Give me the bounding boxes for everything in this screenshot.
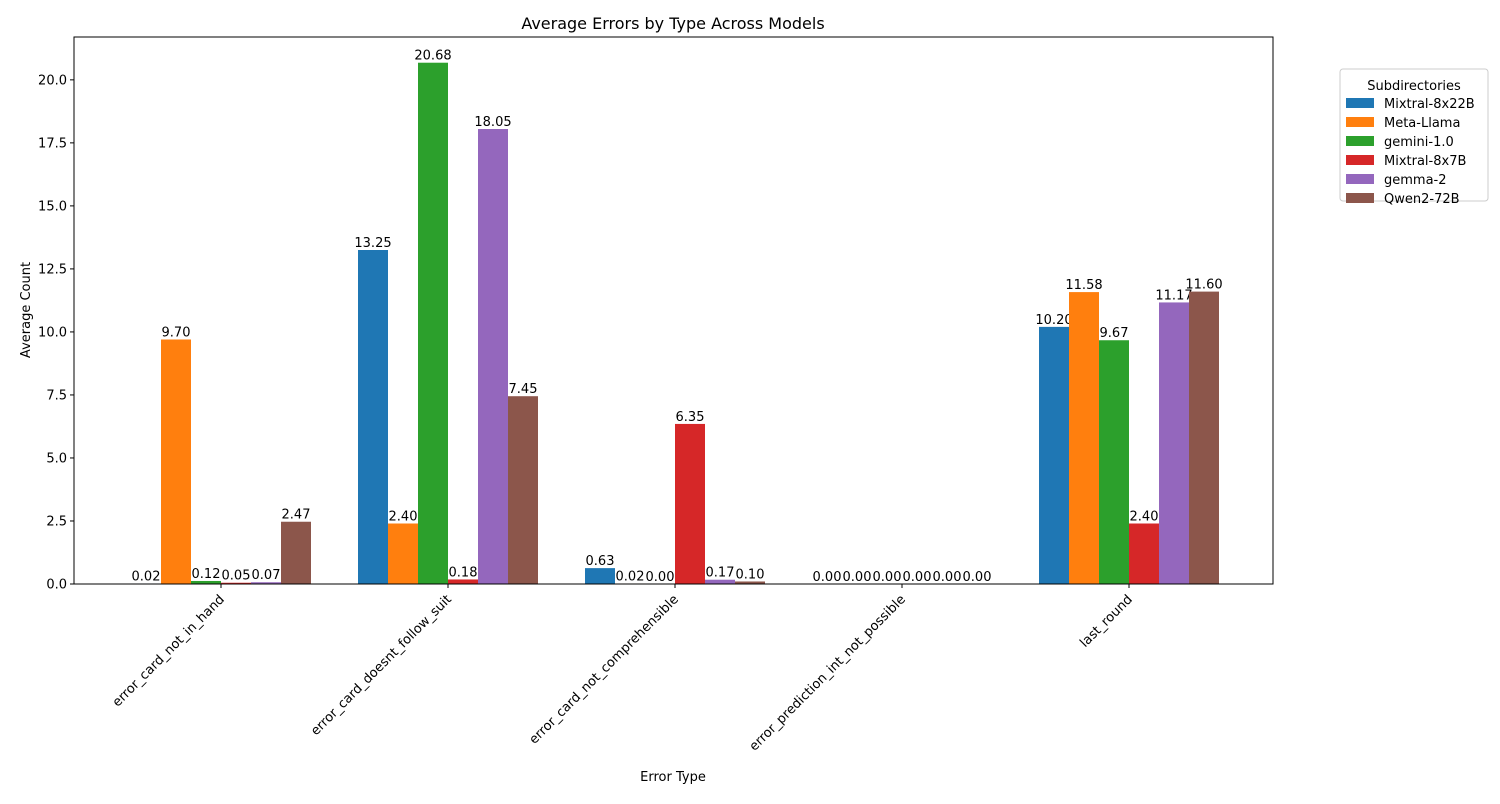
y-tick-label: 15.0 bbox=[38, 199, 67, 214]
bar-value-label: 6.35 bbox=[676, 410, 705, 425]
bar-gemini-1.0-last_round bbox=[1099, 340, 1129, 584]
bar-gemma-2-error_card_not_in_hand bbox=[251, 582, 281, 584]
bar-meta-llama-last_round bbox=[1069, 292, 1099, 584]
bar-value-label: 2.47 bbox=[282, 508, 311, 523]
bar-meta-llama-error_card_doesnt_follow_suit bbox=[388, 523, 418, 584]
bar-value-label: 0.00 bbox=[963, 570, 992, 585]
bar-gemma-2-error_card_not_comprehensible bbox=[705, 579, 735, 584]
bar-value-label: 0.12 bbox=[192, 567, 221, 582]
legend-swatch bbox=[1346, 155, 1374, 165]
bar-gemini-1.0-error_card_doesnt_follow_suit bbox=[418, 62, 448, 584]
y-tick-label: 5.0 bbox=[46, 451, 67, 466]
bar-mixtral-8x7b-last_round bbox=[1129, 523, 1159, 584]
legend-items: Mixtral-8x22B Meta-Llama gemini-1.0 Mixtral… bbox=[1346, 97, 1475, 207]
bar-qwen2-72b-error_card_not_in_hand bbox=[281, 521, 311, 584]
x-axis-label: Error Type bbox=[640, 770, 706, 785]
bar-value-label: 0.63 bbox=[586, 554, 615, 569]
legend-entry-label: gemini-1.0 bbox=[1384, 135, 1454, 150]
plot-area: 0.02 9.70 0.12 0.05 0.07 2.47 13.25 2.40 20.68 0.… bbox=[131, 49, 1223, 585]
bar-gemma-2-last_round bbox=[1159, 302, 1189, 584]
legend-entry-label: Mixtral-8x22B bbox=[1384, 97, 1475, 112]
legend-swatch bbox=[1346, 98, 1374, 108]
y-axis-label: Average Count bbox=[19, 262, 34, 358]
legend-entry-label: Meta-Llama bbox=[1384, 116, 1460, 131]
y-tick-label: 0.0 bbox=[46, 578, 67, 593]
bar-value-label: 10.20 bbox=[1035, 313, 1072, 328]
bar-value-label: 2.40 bbox=[1130, 510, 1159, 525]
bar-gemma-2-error_card_doesnt_follow_suit bbox=[478, 129, 508, 585]
legend-swatch bbox=[1346, 136, 1374, 146]
bar-value-label: 7.45 bbox=[509, 382, 538, 397]
bar-mixtral-8x7b-error_card_doesnt_follow_suit bbox=[448, 579, 478, 584]
legend-swatch bbox=[1346, 193, 1374, 203]
bar-value-label: 0.17 bbox=[706, 566, 735, 581]
bar-mixtral-8x22b-error_card_doesnt_follow_suit bbox=[358, 250, 388, 584]
bar-qwen2-72b-last_round bbox=[1189, 291, 1219, 584]
bar-value-label: 0.00 bbox=[873, 570, 902, 585]
legend-entry-label: gemma-2 bbox=[1384, 173, 1447, 188]
bar-qwen2-72b-error_card_doesnt_follow_suit bbox=[508, 396, 538, 584]
bar-mixtral-8x7b-error_card_not_comprehensible bbox=[675, 423, 705, 584]
bar-value-label: 18.05 bbox=[474, 115, 511, 130]
bar-value-label: 0.02 bbox=[132, 569, 161, 584]
legend-title: Subdirectories bbox=[1367, 79, 1461, 94]
bar-mixtral-8x22b-error_card_not_comprehensible bbox=[585, 568, 615, 584]
bar-value-label: 0.00 bbox=[933, 570, 962, 585]
bar-value-label: 11.17 bbox=[1155, 288, 1192, 303]
y-tick-label: 12.5 bbox=[38, 262, 67, 277]
bar-gemini-1.0-error_card_not_in_hand bbox=[191, 580, 221, 584]
legend: Subdirectories Mixtral-8x22B Meta-Llama ge… bbox=[1339, 68, 1489, 207]
legend-entry-label: Mixtral-8x7B bbox=[1384, 154, 1466, 169]
bar-value-label: 9.70 bbox=[162, 325, 191, 340]
bar-value-label: 0.10 bbox=[736, 567, 765, 582]
bar-value-label: 2.40 bbox=[389, 510, 418, 525]
bar-meta-llama-error_card_not_in_hand bbox=[161, 339, 191, 584]
y-tick-label: 2.5 bbox=[46, 514, 67, 529]
plot-frame bbox=[73, 36, 1274, 585]
y-tick-label: 7.5 bbox=[46, 388, 67, 403]
bar-value-label: 0.00 bbox=[813, 570, 842, 585]
bar-value-label: 0.00 bbox=[843, 570, 872, 585]
y-tick-label: 20.0 bbox=[38, 73, 67, 88]
bar-value-label: 11.60 bbox=[1185, 278, 1222, 293]
y-tick-label: 10.0 bbox=[38, 325, 67, 340]
bar-value-label: 11.58 bbox=[1065, 278, 1102, 293]
chart-title: Average Errors by Type Across Models bbox=[521, 14, 824, 33]
bar-value-label: 0.07 bbox=[252, 568, 281, 583]
legend-swatch bbox=[1346, 174, 1374, 184]
y-tick-label: 17.5 bbox=[38, 136, 67, 151]
legend-frame bbox=[1339, 68, 1489, 202]
legend-entry-label: Qwen2-72B bbox=[1384, 192, 1460, 207]
bar-value-label: 13.25 bbox=[354, 236, 391, 251]
bar-value-label: 0.00 bbox=[646, 570, 675, 585]
bar-mixtral-8x7b-error_card_not_in_hand bbox=[221, 582, 251, 584]
bar-value-label: 0.18 bbox=[449, 565, 478, 580]
bar-value-label: 0.00 bbox=[903, 570, 932, 585]
bar-value-label: 20.68 bbox=[414, 49, 451, 64]
y-axis: 0.0 2.5 5.0 7.5 10.0 12.5 15.0 17.5 20.0 bbox=[38, 73, 74, 593]
bar-mixtral-8x22b-last_round bbox=[1039, 326, 1069, 584]
bar-value-label: 0.02 bbox=[616, 569, 645, 584]
legend-swatch bbox=[1346, 117, 1374, 127]
bar-value-label: 0.05 bbox=[222, 569, 251, 584]
bar-value-label: 9.67 bbox=[1100, 326, 1129, 341]
bar-qwen2-72b-error_card_not_comprehensible bbox=[735, 581, 765, 584]
